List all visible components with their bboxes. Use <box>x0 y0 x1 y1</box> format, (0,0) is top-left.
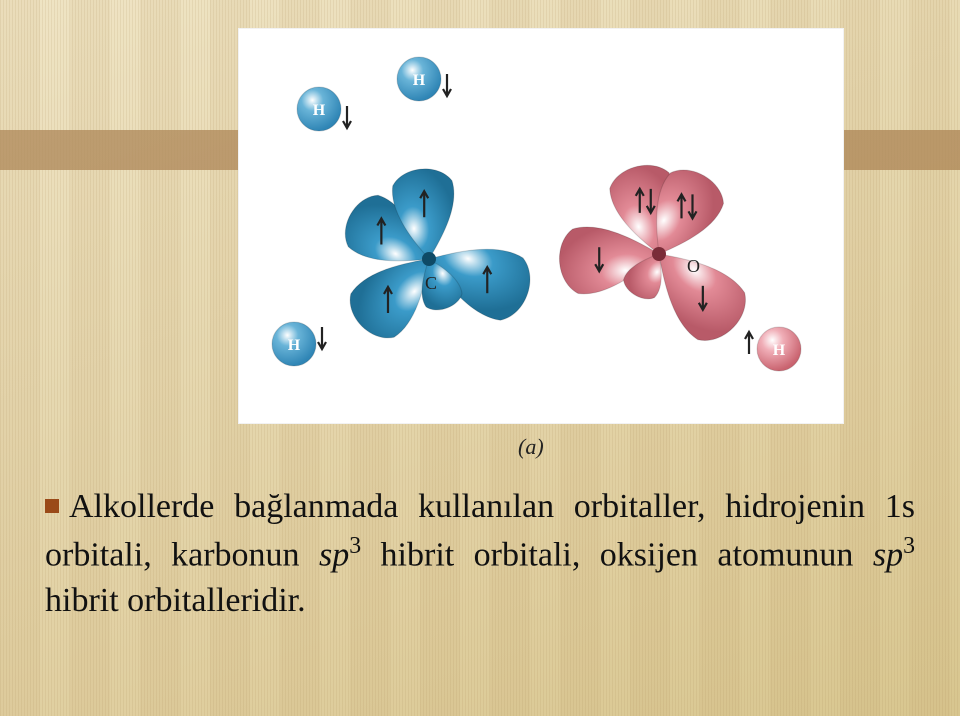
bullet-icon <box>45 499 59 513</box>
svg-text:H: H <box>288 337 301 354</box>
svg-text:C: C <box>425 273 437 293</box>
orbital-figure: C H H H O H <box>238 28 844 424</box>
text-mid: hibrit orbitali, oksijen atomunun <box>361 536 873 573</box>
slide: C H H H O H (a) Alkollerde bağlanmada kullanı… <box>0 0 960 716</box>
svg-text:H: H <box>313 102 326 119</box>
text-post: hibrit orbitalleridir. <box>45 582 306 619</box>
text-sp2: sp <box>873 536 903 573</box>
svg-text:O: O <box>687 256 700 276</box>
text-sup1: 3 <box>349 533 361 559</box>
figure-caption: (a) <box>518 434 544 460</box>
text-sp1: sp <box>319 536 349 573</box>
body-paragraph: Alkollerde bağlanmada kullanılan orbital… <box>45 484 915 624</box>
text-sup2: 3 <box>903 533 915 559</box>
svg-text:H: H <box>773 342 786 359</box>
svg-text:H: H <box>413 72 426 89</box>
